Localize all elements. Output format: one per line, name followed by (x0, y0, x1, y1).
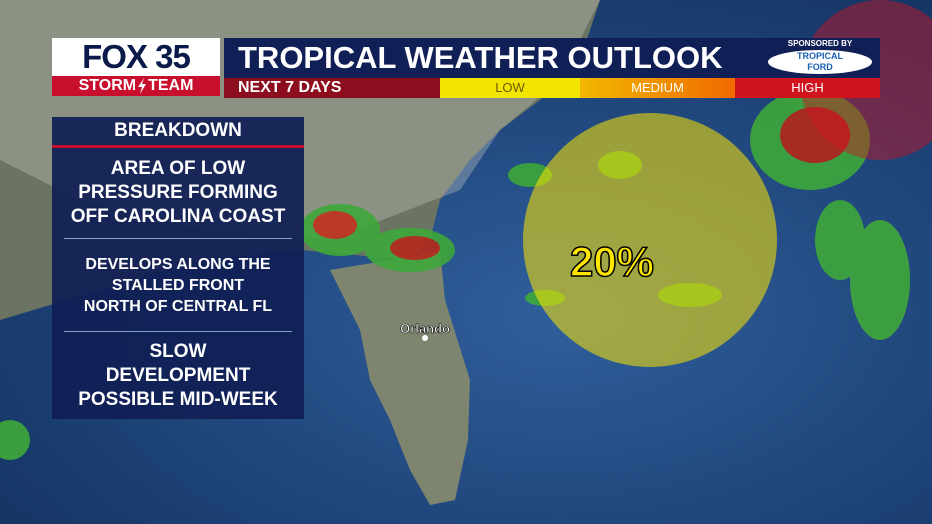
separator (64, 238, 292, 239)
breakdown-line: POSSIBLE MID-WEEK (78, 389, 278, 410)
breakdown-item: AREA OF LOW PRESSURE FORMING OFF CAROLINA … (52, 148, 304, 238)
team-left: STORM (78, 77, 137, 94)
breakdown-title: BREAKDOWN (52, 117, 304, 148)
bolt (138, 78, 147, 94)
sponsor-name-bottom: FORD (807, 62, 833, 72)
city-label: Orlando (400, 321, 450, 336)
probability: 20% (570, 238, 654, 285)
sponsor-name-top: TROPICAL (797, 51, 843, 61)
breakdown-line: PRESSURE FORMING (78, 182, 278, 203)
sponsor-label: SPONSORED BY (787, 39, 853, 48)
florida (330, 250, 470, 505)
separator (64, 331, 292, 332)
breakdown-line: SLOW (149, 341, 207, 362)
legend-high: HIGH (735, 78, 880, 98)
title: TROPICAL WEATHER OUTLOOK (224, 38, 760, 78)
breakdown-item: DEVELOPS ALONG THE STALLED FRONT NORTH OF … (52, 239, 304, 331)
breakdown-panel: BREAKDOWN AREA OF LOW PRESSURE FORMING OFF… (52, 117, 304, 419)
breakdown-line: OFF CAROLINA COAST (70, 206, 286, 227)
breakdown-line: AREA OF LOW (110, 158, 246, 179)
sponsor: SPONSORED BY TROPICAL FORD (760, 38, 880, 78)
breakdown-line: DEVELOPMENT (105, 365, 251, 386)
team-bar: STORM TEAM (52, 76, 220, 96)
sponsor-logo: TROPICAL FORD (768, 50, 872, 74)
subtitle: NEXT 7 DAYS (224, 78, 440, 98)
city-dot (422, 335, 428, 341)
low-area (523, 113, 777, 367)
breakdown-line: STALLED FRONT (111, 276, 245, 294)
legend-low: LOW (440, 78, 580, 98)
breakdown-line: NORTH OF CENTRAL FL (83, 297, 273, 315)
legend-medium: MEDIUM (580, 78, 735, 98)
logo: FOX 35 (52, 38, 220, 76)
breakdown-item: SLOW DEVELOPMENT POSSIBLE MID-WEEK (52, 332, 304, 420)
breakdown-line: DEVELOPS ALONG THE (85, 255, 271, 273)
team-right: TEAM (148, 77, 194, 94)
